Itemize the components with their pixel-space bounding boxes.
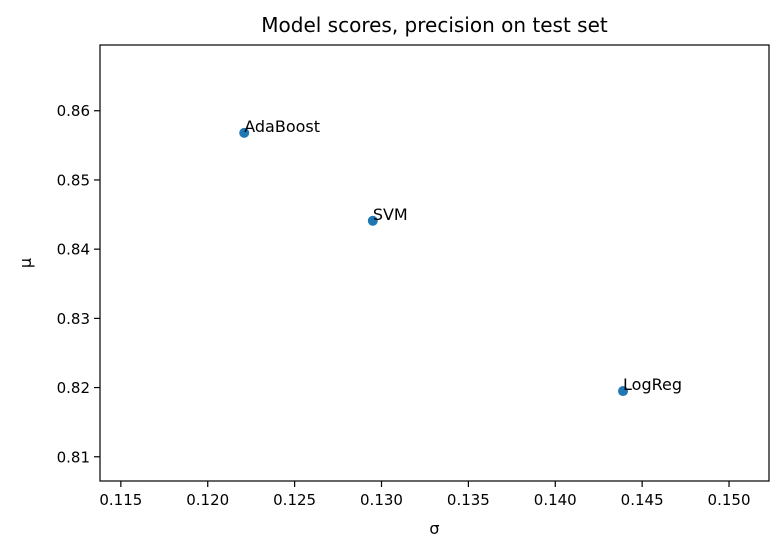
y-axis-ticks: 0.81 0.82 0.83 0.84 0.85 0.86 [57,102,100,466]
chart-title: Model scores, precision on test set [261,13,608,37]
data-point-logreg [618,386,629,397]
x-tick-label: 0.115 [99,491,142,509]
y-tick-label: 0.84 [57,241,90,259]
y-tick-label: 0.85 [57,171,90,189]
data-points: AdaBoost SVM LogReg [239,117,682,397]
x-tick-label: 0.125 [273,491,316,509]
x-tick-label: 0.145 [621,491,664,509]
x-axis-label: σ [429,519,439,538]
plot-frame [99,44,770,482]
y-tick-label: 0.83 [57,310,90,328]
data-point-label: SVM [373,205,408,224]
y-tick-label: 0.86 [57,102,90,120]
x-tick-label: 0.150 [708,491,751,509]
data-point-adaboost [239,127,250,138]
plot-area: 0.115 0.120 0.125 0.130 0.135 0.140 0.145 0.150… [57,44,770,509]
x-tick-label: 0.135 [447,491,490,509]
y-tick-label: 0.82 [57,379,90,397]
x-tick-label: 0.140 [534,491,577,509]
y-axis-label: μ [16,258,35,268]
data-point-label: AdaBoost [244,117,320,136]
x-axis-ticks: 0.115 0.120 0.125 0.130 0.135 0.140 0.145 0.150 [99,481,751,509]
data-point-label: LogReg [623,375,682,394]
y-tick-label: 0.81 [57,448,90,466]
x-tick-label: 0.130 [360,491,403,509]
data-point-svm [367,215,378,226]
x-tick-label: 0.120 [186,491,229,509]
